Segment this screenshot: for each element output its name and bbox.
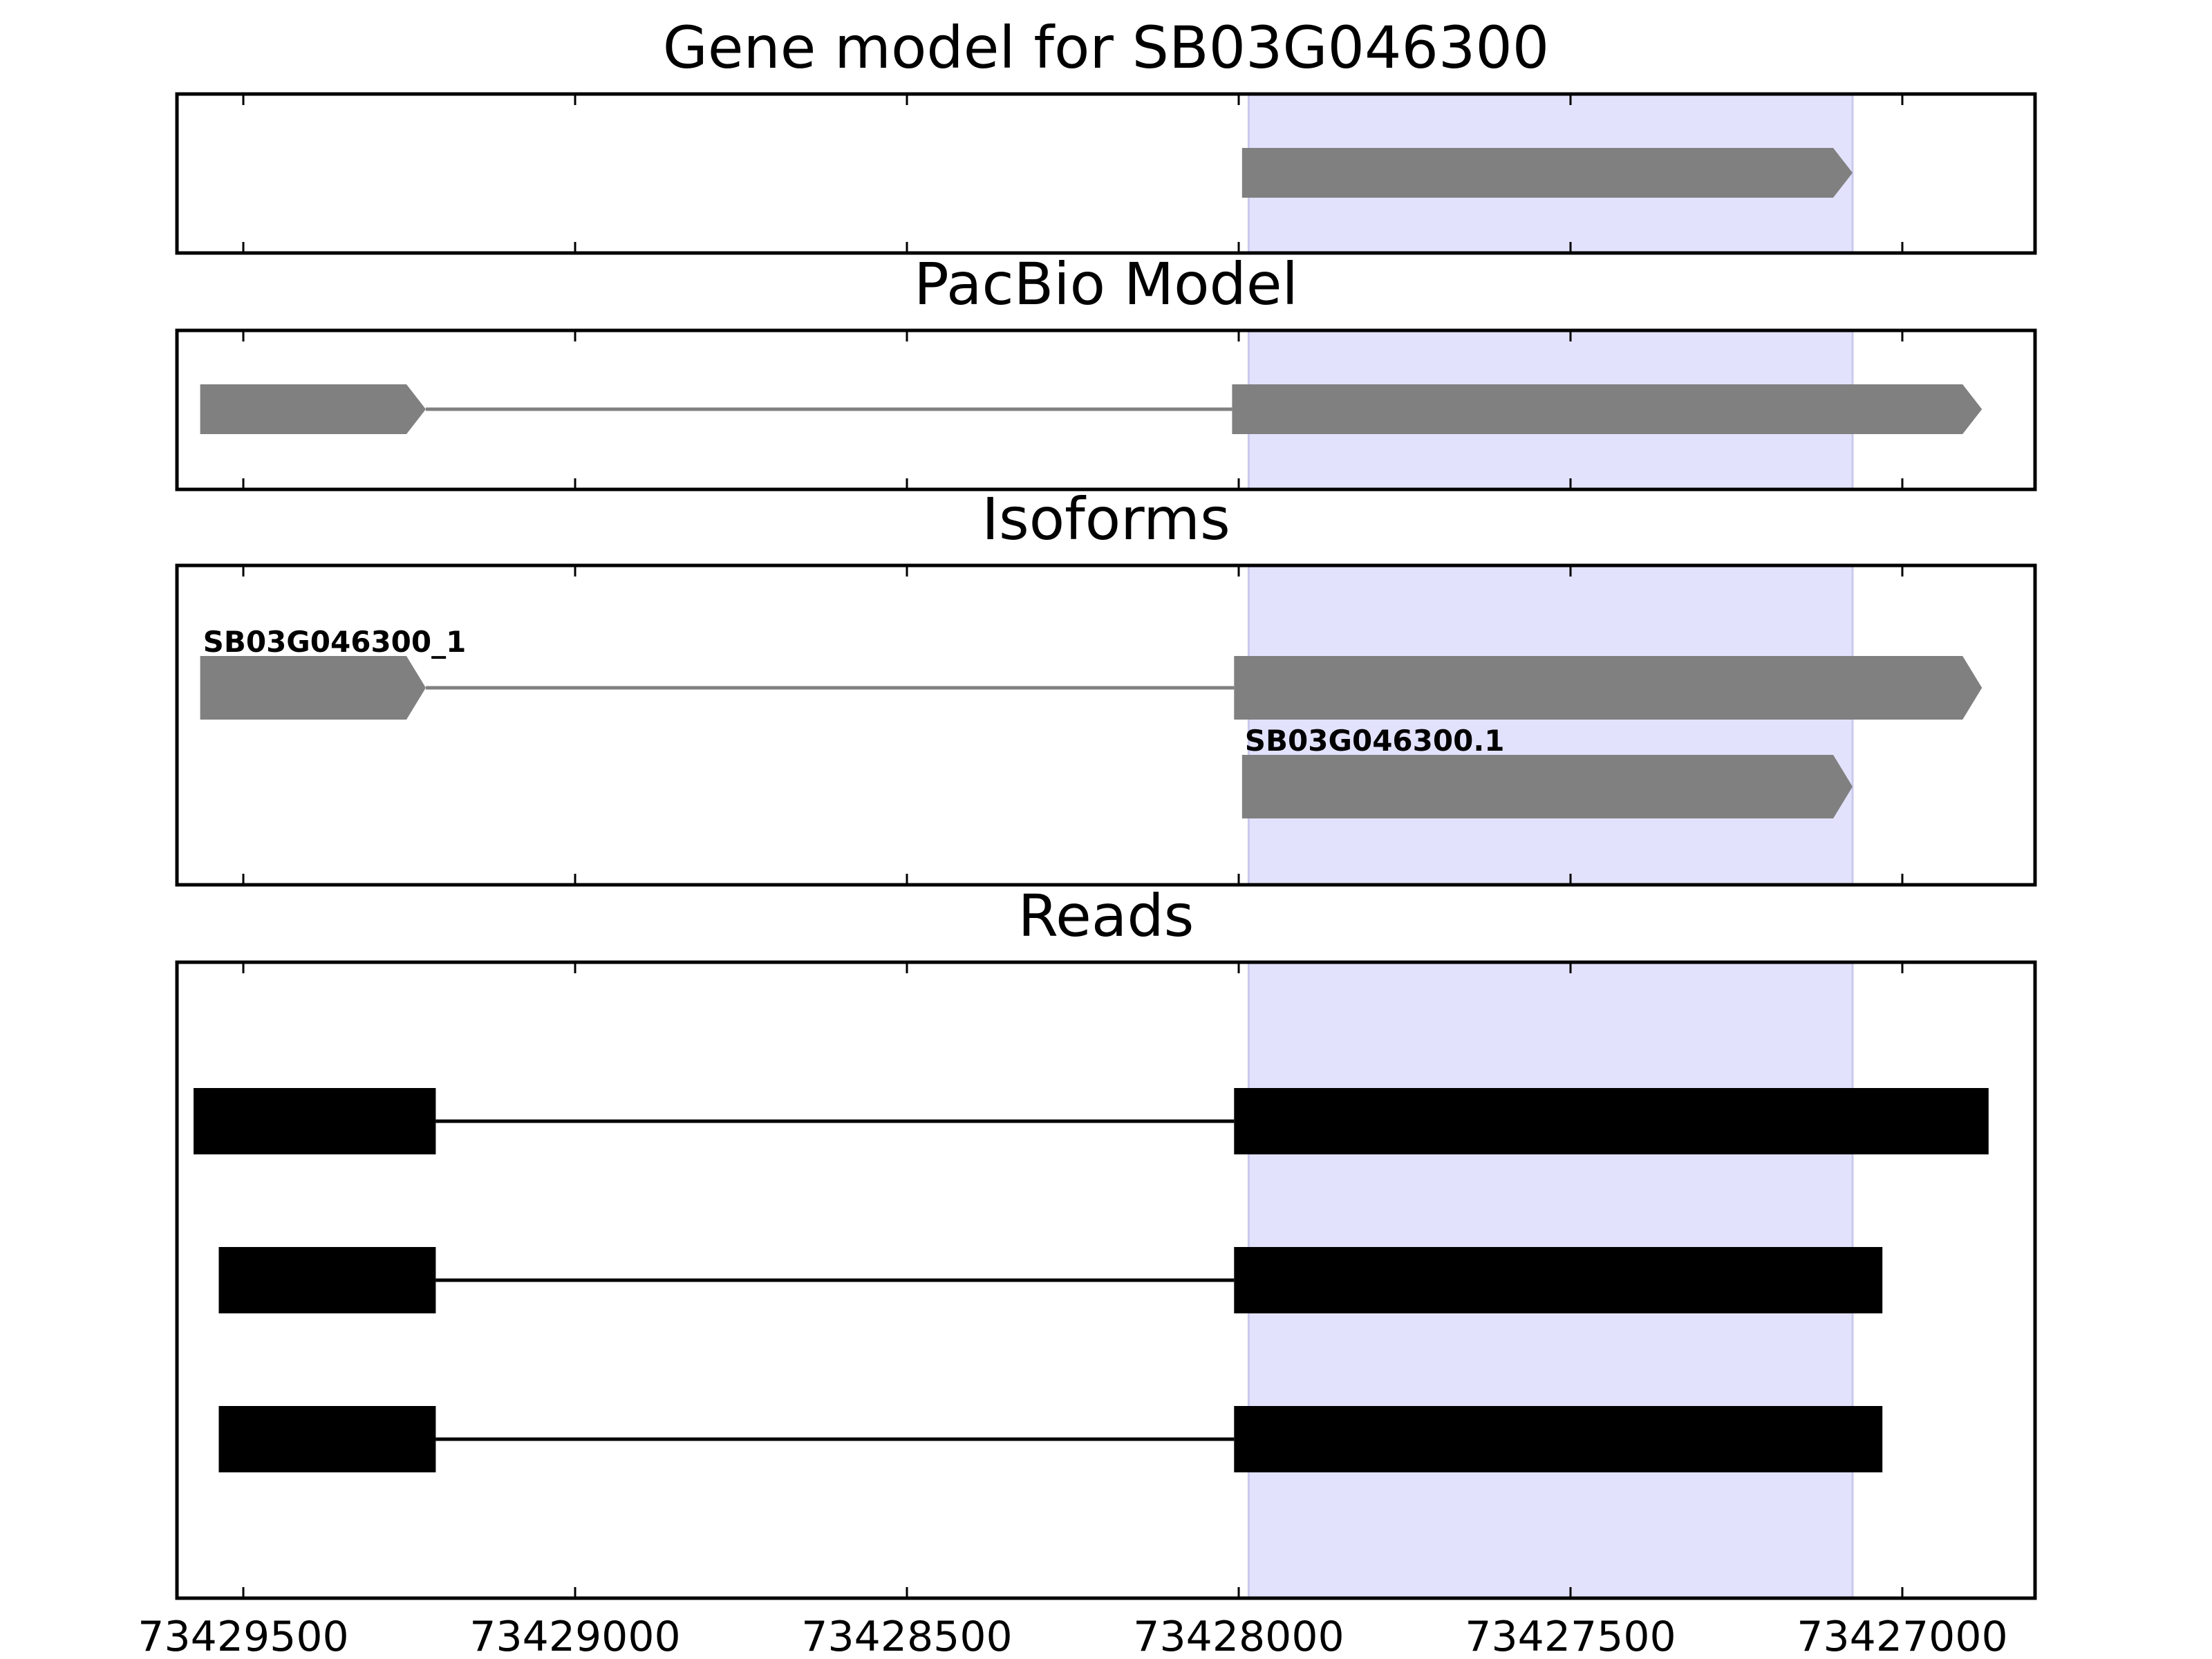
x-tick-label: 73427000 (1797, 1613, 2007, 1659)
exon-block (218, 1406, 436, 1472)
panel-frame (175, 960, 2037, 1600)
panel-title: PacBio Model (914, 250, 1298, 318)
panel-title: Isoforms (982, 485, 1230, 553)
highlight-region (1247, 564, 1854, 886)
x-tick-label: 73427500 (1465, 1613, 1676, 1659)
isoform-label: SB03G046300_1 (203, 625, 467, 659)
track-0 (194, 1088, 1989, 1154)
exon-arrow (200, 656, 426, 720)
exon-block (1234, 1406, 1883, 1472)
x-tick-label: 73428500 (801, 1613, 1012, 1659)
panel-title: Reads (1018, 882, 1194, 950)
x-tick-label: 73428000 (1133, 1613, 1344, 1659)
exon-block (1234, 1247, 1883, 1313)
track-0 (1241, 148, 1853, 198)
exon-block (218, 1247, 436, 1313)
panel-1: PacBio Model (175, 250, 2037, 491)
panel-title: Gene model for SB03G046300 (663, 14, 1549, 82)
panel-2: SB03G046300_1 SB03G046300.1 Isoforms (175, 485, 2037, 887)
isoform-label: SB03G046300.1 (1245, 724, 1505, 758)
exon-block (1234, 1088, 1989, 1154)
track-1 (218, 1247, 1883, 1313)
exon-block (194, 1088, 436, 1154)
track-0 (200, 384, 1983, 434)
track-1: SB03G046300.1 (1241, 724, 1853, 818)
exon-arrow (1241, 148, 1853, 198)
exon-arrow (1234, 656, 1983, 720)
x-tick-label: 73429000 (469, 1613, 680, 1659)
exon-arrow (1241, 755, 1853, 818)
panel-3: Reads (175, 882, 2037, 1600)
panel-frame (175, 328, 2037, 491)
track-2 (218, 1406, 1883, 1472)
panel-frame (175, 563, 2037, 887)
panel-0: Gene model for SB03G046300 (175, 14, 2037, 255)
x-tick-label: 73429500 (138, 1613, 348, 1659)
exon-arrow (1232, 384, 1983, 434)
track-0: SB03G046300_1 (200, 625, 1983, 720)
exon-arrow (200, 384, 426, 434)
panel-frame (175, 92, 2037, 255)
